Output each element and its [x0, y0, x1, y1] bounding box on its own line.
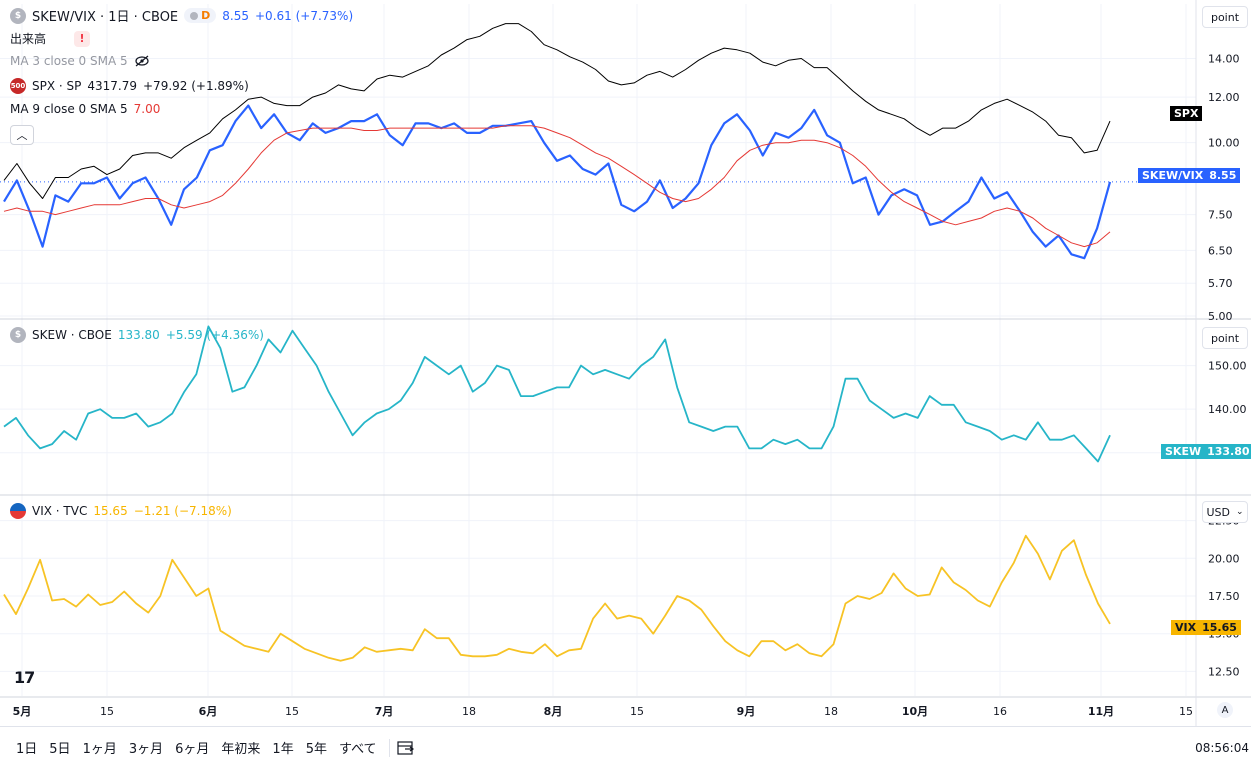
skew-axis-tick-label: 150.00	[1208, 360, 1247, 373]
ratio-price-tag: SKEW/VIX 8.55	[1138, 168, 1241, 183]
x-tick-label: 7月	[375, 705, 394, 718]
collapse-legend: ︿	[10, 125, 34, 145]
price-change: +0.61 (+7.73%)	[255, 8, 354, 23]
volume-legend: 出来高 !	[10, 30, 91, 47]
status-dot-icon	[190, 11, 199, 20]
x-tick-label: 18	[824, 705, 838, 718]
symbol-logo-icon: $	[10, 7, 26, 24]
vix-axis-tick-label: 20.00	[1208, 552, 1240, 565]
spx-last: 4317.79	[87, 79, 137, 93]
x-tick-label: 18	[462, 705, 476, 718]
ratio-axis-tick-label: 6.50	[1208, 244, 1233, 257]
auto-scale-button[interactable]: A	[1217, 702, 1233, 718]
x-tick-label: 10月	[902, 705, 928, 718]
time-range-5[interactable]: 年初来	[221, 742, 261, 757]
last-price: 8.55	[222, 8, 249, 23]
ma2-legend: MA 9 close 0 SMA 5 7.00	[10, 102, 160, 116]
time-range-list: 1日 5日 1ヶ月 3ヶ月 6ヶ月 年初来 1年 5年 すべて	[0, 738, 383, 757]
market-status-badge[interactable]: D	[184, 8, 217, 23]
spx-price-tag: SPX	[1170, 106, 1203, 121]
series-spx	[3, 23, 1111, 199]
skew-price-tag: SKEW 133.80	[1161, 444, 1251, 459]
hidden-eye-icon[interactable]	[134, 55, 150, 67]
skew-name[interactable]: SKEW · CBOE	[32, 328, 112, 342]
series-ma-9	[3, 125, 1111, 248]
spx-change: +79.92 (+1.89%)	[143, 79, 249, 93]
time-range-0[interactable]: 1日	[16, 742, 38, 757]
x-tick-label: 5月	[13, 705, 32, 718]
x-tick-label: 15	[1179, 705, 1193, 718]
vix-last: 15.65	[93, 504, 128, 518]
ma2-label[interactable]: MA 9 close 0 SMA 5	[10, 102, 128, 116]
collapse-chevron-icon[interactable]: ︿	[10, 125, 34, 145]
x-tick-label: 15	[100, 705, 114, 718]
vix-axis-tick-label: 17.50	[1208, 590, 1240, 603]
spx-legend: 500 SPX · SP 4317.79 +79.92 (+1.89%)	[10, 78, 249, 94]
time-range-6[interactable]: 1年	[272, 742, 294, 757]
vix-legend: VIX · TVC 15.65 −1.21 (−7.18%)	[10, 503, 232, 519]
main-legend: $ SKEW/VIX · 1日 · CBOE D 8.55 +0.61 (+7.…	[10, 6, 353, 25]
volume-label[interactable]: 出来高	[10, 32, 47, 46]
vix-change: −1.21 (−7.18%)	[133, 504, 232, 518]
ratio-axis-tick-label: 5.70	[1208, 277, 1233, 290]
skew-last: 133.80	[117, 328, 160, 342]
warning-icon[interactable]: !	[74, 30, 91, 47]
x-tick-label: 11月	[1088, 705, 1114, 718]
us-flag-icon	[10, 503, 26, 519]
pane3-unit-button[interactable]: USD ⌄	[1202, 501, 1248, 523]
time-range-3[interactable]: 3ヶ月	[128, 742, 164, 757]
ratio-axis-tick-label: 5.00	[1208, 310, 1233, 323]
vix-price-tag: VIX 15.65	[1171, 620, 1241, 635]
time-range-8[interactable]: すべて	[338, 742, 377, 757]
series-skew	[3, 325, 1111, 463]
ratio-axis-tick-label: 7.50	[1208, 209, 1233, 222]
ratio-axis-tick-label: 12.00	[1208, 91, 1240, 104]
spx-logo-icon: 500	[10, 78, 26, 94]
ma1-legend: MA 3 close 0 SMA 5	[10, 54, 150, 68]
time-range-4[interactable]: 6ヶ月	[175, 742, 210, 757]
spx-name[interactable]: SPX · SP	[32, 79, 82, 93]
time-range-7[interactable]: 5年	[305, 742, 327, 757]
date-range-icon[interactable]	[396, 739, 416, 757]
x-tick-label: 16	[993, 705, 1007, 718]
toolbar-divider	[388, 738, 390, 757]
pane1-unit-button[interactable]: point	[1202, 6, 1248, 28]
x-tick-label: 15	[285, 705, 299, 718]
time-range-1[interactable]: 5日	[49, 742, 71, 757]
skew-logo-icon: $	[10, 327, 26, 343]
x-tick-label: 8月	[544, 705, 563, 718]
bottom-toolbar: 1日 5日 1ヶ月 3ヶ月 6ヶ月 年初来 1年 5年 すべて 08:56:04	[0, 726, 1251, 768]
pane2-unit-button[interactable]: point	[1202, 327, 1248, 349]
ma1-label[interactable]: MA 3 close 0 SMA 5	[10, 54, 128, 68]
chevron-down-icon: ⌄	[1235, 507, 1244, 517]
series-vix	[3, 534, 1111, 662]
series-skew-vix	[3, 104, 1112, 260]
vix-axis-tick-label: 12.50	[1208, 665, 1240, 678]
symbol-title[interactable]: SKEW/VIX · 1日 · CBOE	[32, 10, 179, 25]
time-range-2[interactable]: 1ヶ月	[82, 742, 117, 757]
vix-name[interactable]: VIX · TVC	[32, 504, 88, 518]
skew-legend: $ SKEW · CBOE 133.80 +5.59 (+4.36%)	[10, 327, 264, 343]
tradingview-logo-icon[interactable]: 17	[14, 668, 35, 687]
x-tick-label: 9月	[737, 705, 756, 718]
skew-axis-tick-label: 140.00	[1208, 403, 1247, 416]
ma2-value: 7.00	[133, 102, 161, 116]
ratio-axis-tick-label: 14.00	[1208, 53, 1240, 66]
x-tick-label: 15	[630, 705, 644, 718]
x-tick-label: 6月	[199, 705, 218, 718]
skew-change: +5.59 (+4.36%)	[165, 328, 264, 342]
clock[interactable]: 08:56:04	[1195, 740, 1249, 755]
ratio-axis-tick-label: 10.00	[1208, 137, 1240, 150]
